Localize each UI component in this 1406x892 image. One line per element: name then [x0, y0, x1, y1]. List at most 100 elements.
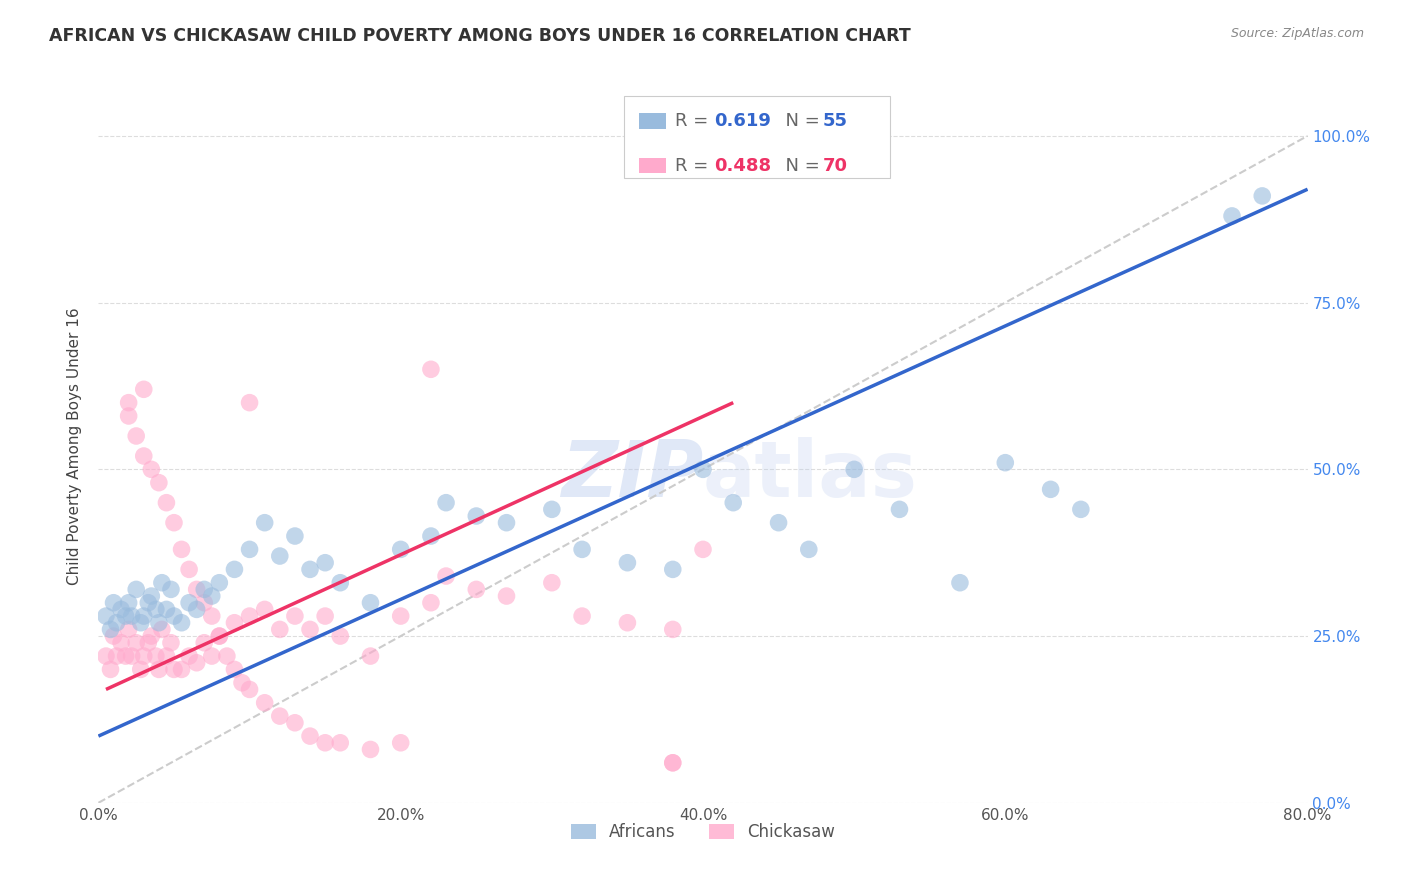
- Point: [163, 516, 186, 530]
- Point: [148, 662, 170, 676]
- Point: [105, 649, 128, 664]
- Point: [329, 629, 352, 643]
- Point: [253, 602, 276, 616]
- Point: [949, 575, 972, 590]
- Point: [110, 602, 132, 616]
- Point: [284, 609, 307, 624]
- Point: [299, 729, 322, 743]
- Text: Source: ZipAtlas.com: Source: ZipAtlas.com: [1230, 27, 1364, 40]
- FancyBboxPatch shape: [638, 113, 665, 129]
- Point: [129, 615, 152, 630]
- Text: N =: N =: [775, 157, 825, 175]
- Point: [661, 562, 683, 576]
- Text: 0.619: 0.619: [714, 112, 770, 130]
- Point: [314, 556, 336, 570]
- Point: [434, 496, 457, 510]
- Point: [100, 662, 122, 676]
- Point: [129, 662, 152, 676]
- Point: [797, 542, 820, 557]
- Legend: Africans, Chickasaw: Africans, Chickasaw: [564, 817, 842, 848]
- Point: [844, 462, 866, 476]
- Text: R =: R =: [675, 112, 714, 130]
- Point: [136, 596, 159, 610]
- Point: [616, 615, 638, 630]
- Point: [193, 636, 215, 650]
- Point: [571, 609, 593, 624]
- Point: [201, 609, 224, 624]
- Point: [141, 589, 163, 603]
- Point: [253, 696, 276, 710]
- Point: [118, 409, 141, 423]
- Point: [465, 509, 488, 524]
- Point: [170, 662, 193, 676]
- Point: [150, 623, 173, 637]
- Point: [201, 589, 224, 603]
- Point: [179, 596, 201, 610]
- Text: R =: R =: [675, 157, 714, 175]
- Text: 55: 55: [823, 112, 848, 130]
- FancyBboxPatch shape: [638, 158, 665, 173]
- Point: [160, 582, 183, 597]
- Point: [231, 675, 253, 690]
- Point: [692, 462, 714, 476]
- Point: [329, 736, 352, 750]
- Point: [994, 456, 1017, 470]
- Point: [163, 609, 186, 624]
- Point: [155, 602, 177, 616]
- Text: AFRICAN VS CHICKASAW CHILD POVERTY AMONG BOYS UNDER 16 CORRELATION CHART: AFRICAN VS CHICKASAW CHILD POVERTY AMONG…: [49, 27, 911, 45]
- Point: [661, 623, 683, 637]
- Point: [224, 562, 246, 576]
- Point: [434, 569, 457, 583]
- Point: [136, 636, 159, 650]
- Point: [103, 629, 125, 643]
- Point: [125, 636, 148, 650]
- Point: [360, 596, 382, 610]
- Point: [329, 575, 352, 590]
- Point: [661, 756, 683, 770]
- Point: [495, 516, 517, 530]
- Point: [150, 575, 173, 590]
- Point: [692, 542, 714, 557]
- Point: [269, 549, 291, 563]
- Point: [224, 615, 246, 630]
- Point: [160, 636, 183, 650]
- Point: [132, 609, 155, 624]
- Point: [186, 656, 208, 670]
- Point: [239, 682, 262, 697]
- Point: [118, 395, 141, 409]
- Point: [94, 649, 117, 664]
- Point: [132, 382, 155, 396]
- Point: [208, 629, 231, 643]
- Point: [141, 629, 163, 643]
- Text: ZIP: ZIP: [561, 436, 703, 513]
- Point: [193, 582, 215, 597]
- Point: [118, 596, 141, 610]
- Point: [314, 736, 336, 750]
- Point: [420, 596, 443, 610]
- Point: [420, 362, 443, 376]
- Point: [616, 556, 638, 570]
- Point: [148, 615, 170, 630]
- Point: [420, 529, 443, 543]
- Point: [465, 582, 488, 597]
- Point: [125, 582, 148, 597]
- Point: [299, 623, 322, 637]
- Point: [114, 649, 136, 664]
- Point: [253, 516, 276, 530]
- Point: [100, 623, 122, 637]
- Point: [723, 496, 745, 510]
- Point: [1039, 483, 1062, 497]
- Point: [208, 629, 231, 643]
- Point: [239, 609, 262, 624]
- Point: [179, 562, 201, 576]
- Point: [224, 662, 246, 676]
- Point: [239, 395, 262, 409]
- Point: [132, 649, 155, 664]
- Point: [284, 529, 307, 543]
- FancyBboxPatch shape: [624, 96, 890, 178]
- Text: 0.488: 0.488: [714, 157, 770, 175]
- Point: [661, 756, 683, 770]
- Point: [186, 602, 208, 616]
- Point: [1070, 502, 1092, 516]
- Point: [94, 609, 117, 624]
